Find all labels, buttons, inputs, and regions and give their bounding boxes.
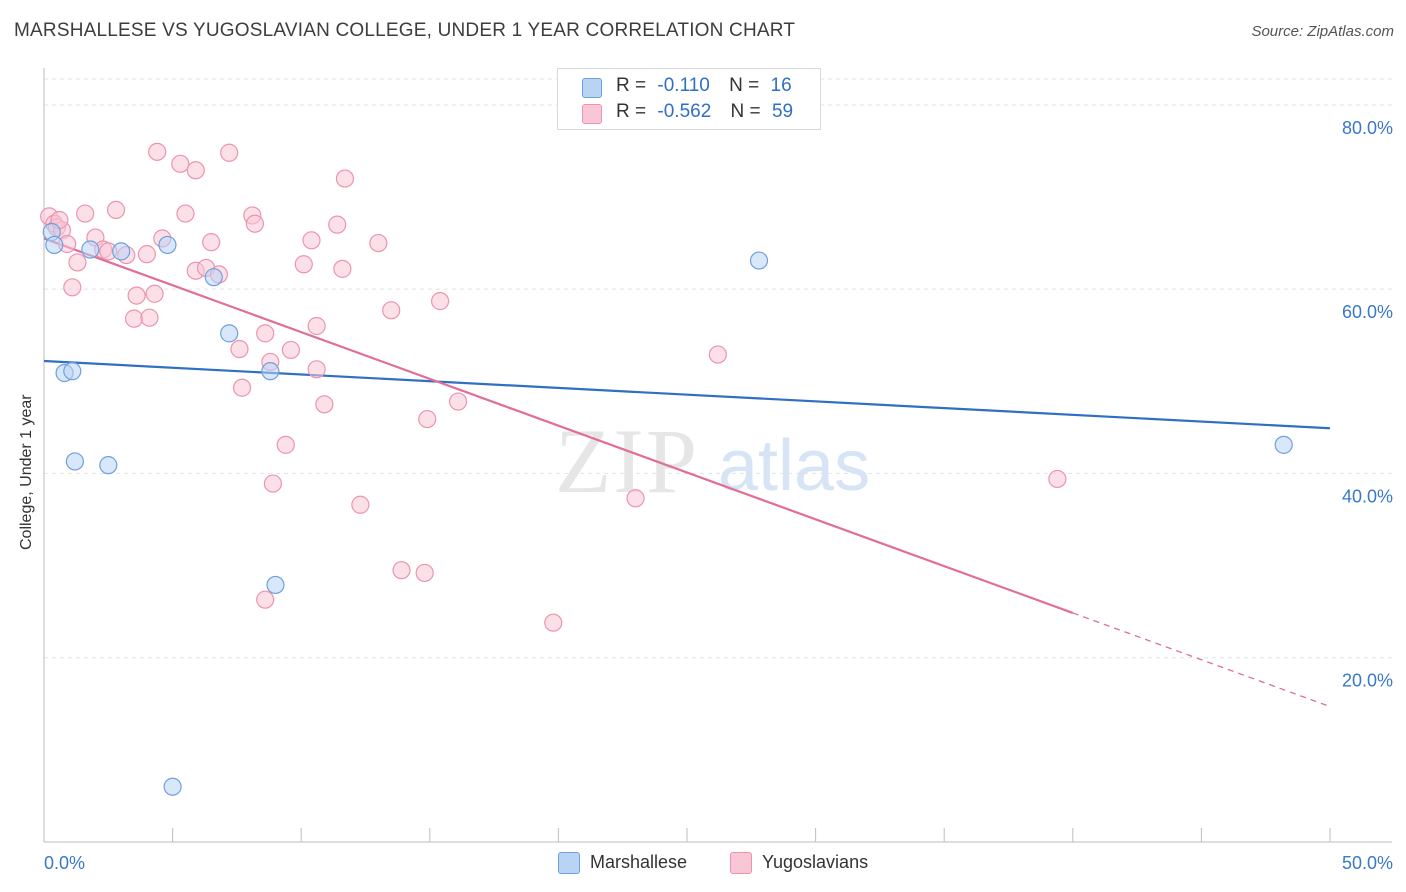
point-yugoslavian [418,409,437,429]
point-yugoslavian [448,392,468,411]
point-yugoslavian [202,233,221,252]
point-yugoslavian [124,309,144,328]
chart-title: MARSHALLESE VS YUGOSLAVIAN COLLEGE, UNDE… [14,20,796,41]
legend-swatch-marshallese [582,78,602,98]
point-marshallese [81,240,100,259]
point-marshallese [1274,435,1293,454]
y-tick-label: 20.0% [1342,671,1393,691]
point-marshallese [220,324,239,343]
trend-lines [43,237,1331,708]
y-tick-label: 60.0% [1342,302,1393,322]
point-yugoslavian [415,563,434,583]
point-yugoslavian [220,143,239,162]
point-yugoslavian [281,340,301,360]
point-yugoslavian [127,286,146,305]
point-yugoslavian [148,142,167,161]
point-yugoslavian [245,214,265,233]
series-label-yugoslavians: Yugoslavians [762,852,869,872]
series-label-marshallese: Marshallese [590,852,688,872]
point-yugoslavian [430,292,450,311]
point-yugoslavian [335,169,355,188]
point-marshallese [749,251,769,270]
legend-r-label: R = [616,101,647,122]
tick-labels: 20.0% 40.0% 60.0% 80.0% 0.0% 50.0% [44,118,1393,873]
point-yugoslavian [145,284,164,303]
gridlines [44,78,1392,659]
point-yugoslavian [302,231,321,250]
point-yugoslavian [544,613,563,632]
data-points [40,142,1293,796]
point-yugoslavian [171,154,190,173]
point-yugoslavian [351,495,370,514]
point-marshallese [163,777,182,796]
point-yugoslavian [315,395,334,414]
point-yugoslavian [328,215,347,234]
y-axis-title: College, Under 1 year [18,394,35,550]
point-yugoslavian [186,161,205,180]
point-marshallese [204,268,223,287]
point-yugoslavian [276,435,295,454]
trend-line-yugoslavian [43,237,1074,614]
point-yugoslavian [369,233,388,253]
x-tick-label-max: 50.0% [1342,853,1393,873]
legend-n-label: N = [730,101,761,122]
point-yugoslavian [1048,469,1067,489]
watermark-atlas: atlas [718,426,870,506]
point-yugoslavian [294,255,313,274]
source-credit: Source: ZipAtlas.com [1251,23,1394,40]
legend-n-value: 59 [771,101,794,122]
point-marshallese [261,362,280,381]
axes [43,68,1392,843]
watermark-zip: ZIP [555,410,699,512]
point-marshallese [99,456,118,475]
legend-r-value: -0.562 [657,101,712,122]
legend-r-value: -0.110 [657,75,710,96]
x-tick-label-min: 0.0% [44,853,85,873]
point-yugoslavian [307,360,326,379]
series-swatch-marshallese [558,852,580,874]
point-marshallese [112,242,131,261]
y-tick-label: 80.0% [1342,118,1393,138]
legend-swatch-yugoslavians [582,104,602,124]
point-yugoslavian [68,253,87,272]
point-yugoslavian [140,308,159,327]
point-yugoslavian [137,245,156,264]
y-axis-title-wrap: College, Under 1 year [18,360,42,560]
point-yugoslavian [63,278,82,297]
point-marshallese [63,362,82,381]
point-marshallese [65,452,84,471]
trend-line-marshallese [43,359,1331,430]
point-yugoslavian [232,378,252,397]
point-yugoslavian [392,561,411,580]
legend-r-label: R = [616,75,647,96]
point-yugoslavian [106,200,126,219]
point-yugoslavian [176,204,195,223]
point-marshallese [266,575,285,595]
point-yugoslavian [76,204,95,223]
point-marshallese [158,235,177,255]
watermark: ZIP atlas [555,410,870,512]
point-yugoslavian [307,316,326,336]
point-yugoslavian [708,345,727,364]
point-yugoslavian [256,324,275,343]
correlation-legend: R = -0.110 N = 16 R = -0.562 N = 59 [557,68,821,130]
point-marshallese [45,235,64,255]
point-yugoslavian [263,474,283,493]
series-swatch-yugoslavians [730,852,752,874]
point-yugoslavian [382,301,401,320]
point-yugoslavian [333,259,352,278]
point-yugoslavian [230,339,249,359]
legend-n-value: 16 [770,75,792,96]
legend-n-label: N = [729,75,760,96]
trend-line-extension-yugoslavian [1072,612,1331,708]
y-tick-label: 40.0% [1342,486,1393,506]
point-yugoslavian [626,489,645,508]
point-yugoslavian [256,590,275,609]
